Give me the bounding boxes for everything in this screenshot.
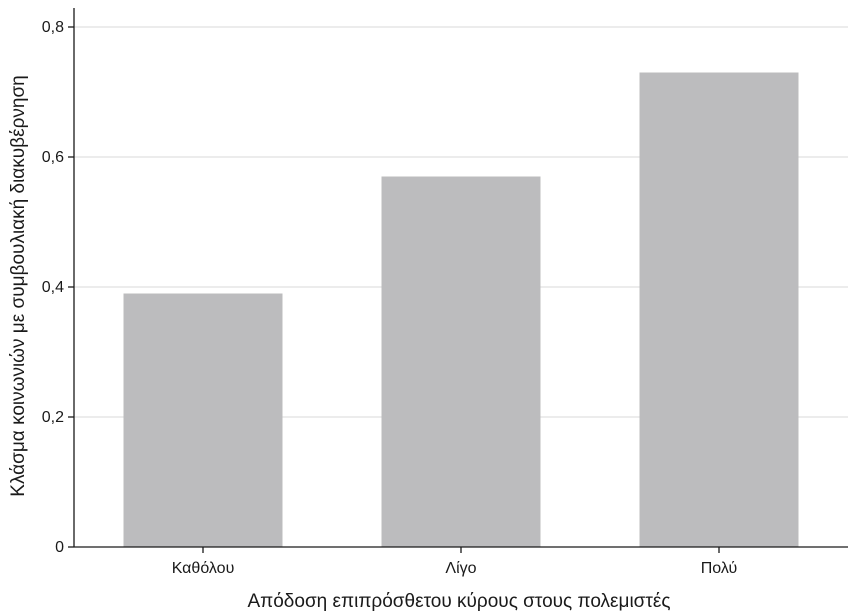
y-tick-label: 0,8 (42, 19, 64, 36)
y-tick-label: 0,4 (42, 279, 64, 296)
bar (381, 176, 541, 547)
y-tick-label: 0 (55, 539, 64, 556)
x-axis-title: Απόδοση επιπρόσθετου κύρους στους πολεμι… (247, 591, 670, 612)
x-tick-label: Λίγο (445, 560, 476, 577)
x-ticks: Καθόλου Λίγο Πολύ (172, 547, 738, 577)
x-tick-label: Καθόλου (172, 560, 235, 577)
bars (123, 72, 799, 547)
y-tick-label: 0,2 (42, 409, 64, 426)
y-axis-title: Κλάσμα κοινωνιών με συμβουλιακή διακυβέρ… (8, 75, 29, 496)
x-tick-label: Πολύ (701, 560, 738, 577)
y-tick-label: 0,6 (42, 149, 64, 166)
bar (639, 72, 799, 547)
bar (123, 293, 283, 547)
y-ticks: 0 0,2 0,4 0,6 0,8 (42, 19, 74, 556)
